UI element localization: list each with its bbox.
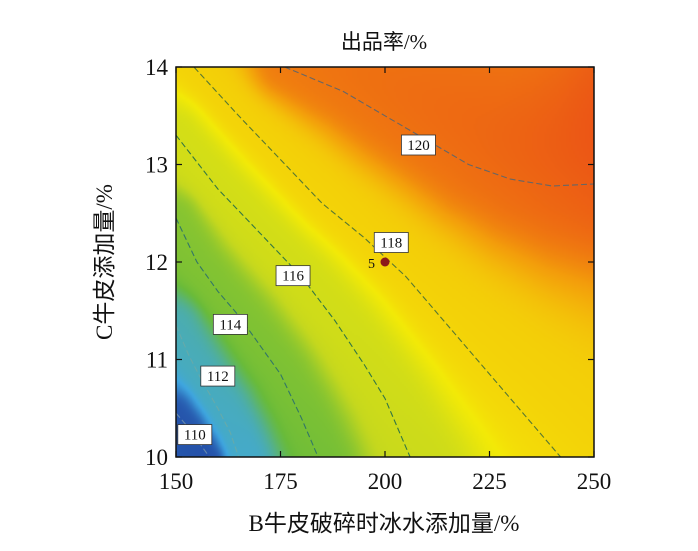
contour-label-text: 110 <box>184 428 206 444</box>
y-axis-label: C牛皮添加量/% <box>92 184 117 340</box>
contour-line-112 <box>176 325 240 457</box>
design-point-5 <box>380 257 390 267</box>
x-tick-label: 225 <box>472 469 507 494</box>
contour-line-120 <box>284 67 594 187</box>
x-tick-label: 250 <box>577 469 612 494</box>
y-tick-label: 14 <box>145 55 169 80</box>
x-axis: 150 175 200 225 250 <box>159 67 612 494</box>
contour-label-box <box>212 313 248 335</box>
contour-lines <box>176 67 594 457</box>
x-tick-label: 200 <box>368 469 403 494</box>
contour-label-box <box>401 134 436 156</box>
x-tick-label: 150 <box>159 469 194 494</box>
contour-label-text: 118 <box>380 236 402 252</box>
x-tick-label: 175 <box>263 469 298 494</box>
contour-label-box <box>275 265 311 287</box>
contour-label-box <box>373 232 409 253</box>
design-points: 5 <box>368 257 390 272</box>
contour-label-114: 114 <box>212 313 248 335</box>
x-axis-label: B牛皮破碎时冰水添加量/% <box>249 511 520 536</box>
contour-label-120: 120 <box>401 134 436 156</box>
contour-labels: 110 112 114 116 118 120 <box>177 134 436 445</box>
contour-line-114 <box>176 217 319 457</box>
contour-label-118: 118 <box>373 232 409 253</box>
contour-label-box <box>200 365 236 387</box>
contour-label-box <box>177 424 213 445</box>
y-tick-label: 11 <box>146 348 168 373</box>
y-axis: 10 11 12 13 14 <box>145 55 594 470</box>
contour-label-116: 116 <box>275 265 311 287</box>
contour-line-116 <box>176 134 411 457</box>
design-point-label: 5 <box>368 257 375 272</box>
y-tick-label: 10 <box>145 445 168 470</box>
contour-label-text: 112 <box>207 369 229 385</box>
chart-title: 出品率/% <box>341 30 427 54</box>
contour-label-110: 110 <box>177 424 213 445</box>
y-tick-label: 12 <box>145 250 168 275</box>
contour-label-text: 120 <box>407 138 430 154</box>
y-tick-label: 13 <box>145 153 168 178</box>
contour-label-112: 112 <box>200 365 236 387</box>
plot-area: 110 112 114 116 118 120 5 <box>175 66 595 458</box>
contour-label-text: 116 <box>282 269 304 285</box>
contour-label-text: 114 <box>219 317 241 333</box>
contour-line-118 <box>193 67 562 457</box>
